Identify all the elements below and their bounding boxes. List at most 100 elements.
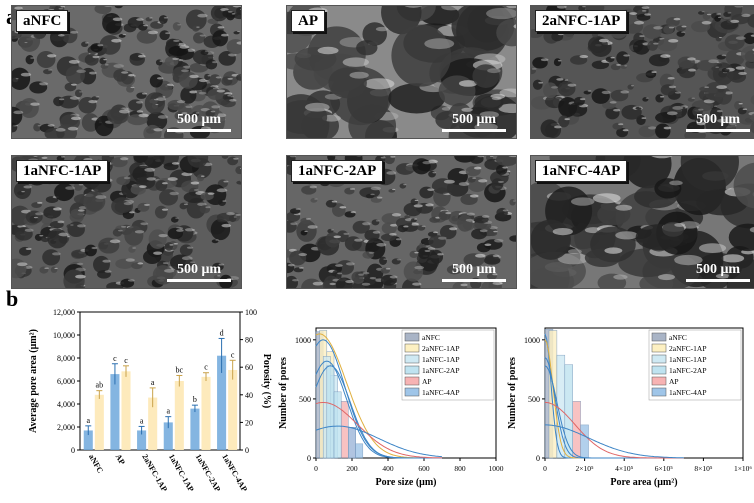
x-tick-label: 1aNFC-1AP [167,453,196,494]
scale-bar-line [442,279,506,282]
x-tick-label: 200 [346,464,358,473]
x-axis-label: Pore area (μm²) [610,477,677,488]
x-tick-label: 400 [382,464,394,473]
legend-swatch [404,365,420,375]
scale-bar-line [167,279,231,282]
pore-area-bar [217,355,227,450]
sem-image-6: 1aNFC-4AP 500 μm [530,155,754,289]
pore-size-distribution-chart: 0 200 400 600 800 1000 0 500 1000 Pore size (μm) N… [278,327,504,488]
legend-label: AP [422,377,432,386]
y-tick-label: 2,000 [57,423,75,432]
scale-bar-line [442,129,506,132]
legend-swatch [404,332,420,342]
legend-swatch [404,376,420,386]
legend-swatch [651,376,667,386]
y-tick-label: 500 [528,395,540,404]
porosity-bar [94,394,104,450]
sem-image-label: aNFC [16,10,69,32]
legend-label: aNFC [669,333,687,342]
legend-label: 2aNFC-1AP [669,344,707,353]
significance-letter: c [124,356,128,365]
sem-image-4: 1aNFC-1AP 500 μm [11,155,242,289]
x-tick-label: AP [114,453,127,467]
legend-swatch [651,354,667,364]
porosity-bar [228,369,238,450]
scale-bar: 500 μm [442,263,506,282]
x-tick-label: 0 [314,464,318,473]
x-tick-label: 4×10⁵ [615,464,633,473]
y-tick-label: 12,000 [53,308,75,317]
legend-swatch [404,354,420,364]
significance-letter: bc [176,365,184,374]
y-tick-label: 0 [71,446,75,455]
fit-curve [315,425,443,458]
significance-letter: c [113,354,117,363]
histogram-bar [340,401,349,459]
y-tick-label: 8,000 [57,354,75,363]
sem-micrograph [287,6,516,138]
scale-bar-label: 500 μm [451,112,497,127]
y-tick-label: 4,000 [57,400,75,409]
legend-label: 1aNFC-1AP [422,355,460,364]
y2-tick-label: 100 [245,308,257,317]
legend-swatch [651,387,667,397]
legend-label: 1aNFC-2AP [422,366,460,375]
x-tick-label: 1×10⁶ [734,464,752,473]
legend-label: 1aNFC-4AP [422,388,460,397]
fit-curve [545,402,684,459]
sem-micrograph [531,156,754,288]
scale-bar-label: 500 μm [695,262,741,277]
pore-area-bar [163,422,173,450]
sem-image-5: 1aNFC-2AP 500 μm [286,155,517,289]
x-tick-label: 8×10⁵ [694,464,712,473]
x-axis-label: Pore size (μm) [375,477,436,488]
scale-bar-line [167,129,231,132]
legend-label: 2aNFC-1AP [422,344,460,353]
legend-label: 1aNFC-1AP [669,355,707,364]
legend-label: aNFC [422,333,440,342]
y2-tick-label: 80 [245,336,253,345]
y2-tick-label: 20 [245,418,253,427]
scale-bar-label: 500 μm [451,262,497,277]
y-tick-label: 0 [536,454,540,463]
legend-swatch [651,365,667,375]
x-tick-label: 6×10⁵ [655,464,673,473]
y-axis-label: Number of pores [507,357,518,429]
scale-bar: 500 μm [686,263,750,282]
sem-image-label: 1aNFC-1AP [16,160,109,182]
scale-bar: 500 μm [442,113,506,132]
x-tick-label: 2×10⁵ [576,464,594,473]
pore-area-bar [190,408,200,450]
significance-letter: c [231,350,235,359]
x-tick-label: aNFC [87,453,105,475]
legend-label: AP [669,377,679,386]
pore-area-bar [83,430,93,450]
x-tick-label: 2aNFC-1AP [140,453,169,494]
legend-label: 1aNFC-2AP [669,366,707,375]
legend-label: 1aNFC-4AP [669,388,707,397]
sem-micrograph [12,6,241,138]
pore-area-porosity-chart: 0 2,000 4,000 6,000 8,000 10,000 12,000 0 20 40 60… [28,308,272,494]
sem-image-2: AP 500 μm [286,5,517,139]
histogram-bar [355,443,364,459]
porosity-bar [121,371,131,450]
significance-letter: a [166,407,170,416]
scale-bar: 500 μm [686,113,750,132]
plot-frame [79,311,241,451]
panel-b-letter: b [6,286,19,311]
fit-curve [545,424,684,459]
significance-letter: c [204,363,208,372]
scale-bar-line [686,279,750,282]
sem-image-1: aNFC 500 μm [11,5,242,139]
y-axis-label: Average pore area (μm²) [28,329,39,433]
y-tick-label: 0 [307,454,311,463]
significance-letter: d [220,328,224,337]
significance-letter: a [140,416,144,425]
porosity-bar [174,381,184,450]
significance-letter: a [86,416,90,425]
y-tick-label: 10,000 [53,331,75,340]
pore-area-distribution-chart: 0 2×10⁵ 4×10⁵ 6×10⁵ 8×10⁵ 1×10⁶ 0 500 1000 Pore a… [507,327,752,488]
sem-image-label: 2aNFC-1AP [535,10,628,32]
histogram-bar [564,364,573,459]
y-tick-label: 1000 [524,336,540,345]
